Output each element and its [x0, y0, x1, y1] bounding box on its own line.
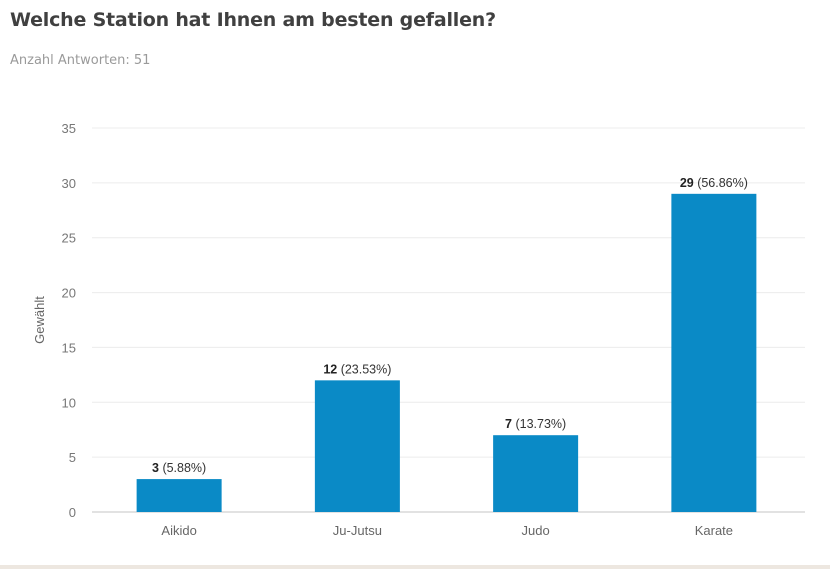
x-tick-label: Karate: [695, 523, 733, 538]
bar-ju-jutsu[interactable]: [314, 380, 400, 512]
response-count: Anzahl Antworten: 51: [10, 53, 151, 68]
data-label: 29 (56.86%): [680, 176, 748, 190]
y-tick-label: 0: [69, 505, 76, 520]
bottom-divider: [0, 565, 830, 569]
y-tick-label: 10: [62, 395, 76, 410]
x-tick-label: Aikido: [161, 523, 196, 538]
chart-title: Welche Station hat Ihnen am besten gefal…: [10, 9, 496, 31]
y-tick-label: 15: [62, 340, 76, 355]
x-tick-label: Judo: [522, 523, 550, 538]
y-tick-label: 20: [62, 286, 76, 301]
y-tick-label: 5: [69, 450, 76, 465]
data-label: 3 (5.88%): [152, 461, 206, 475]
data-label: 12 (23.53%): [323, 362, 391, 376]
bar-karate[interactable]: [671, 193, 757, 513]
y-axis-label: Gewählt: [32, 296, 47, 344]
y-tick-label: 25: [62, 231, 76, 246]
y-tick-label: 30: [62, 176, 76, 191]
bar-judo[interactable]: [493, 435, 579, 512]
data-label: 7 (13.73%): [505, 417, 566, 431]
y-tick-label: 35: [62, 121, 76, 136]
x-tick-label: Ju-Jutsu: [333, 523, 382, 538]
bar-aikido[interactable]: [136, 479, 222, 512]
